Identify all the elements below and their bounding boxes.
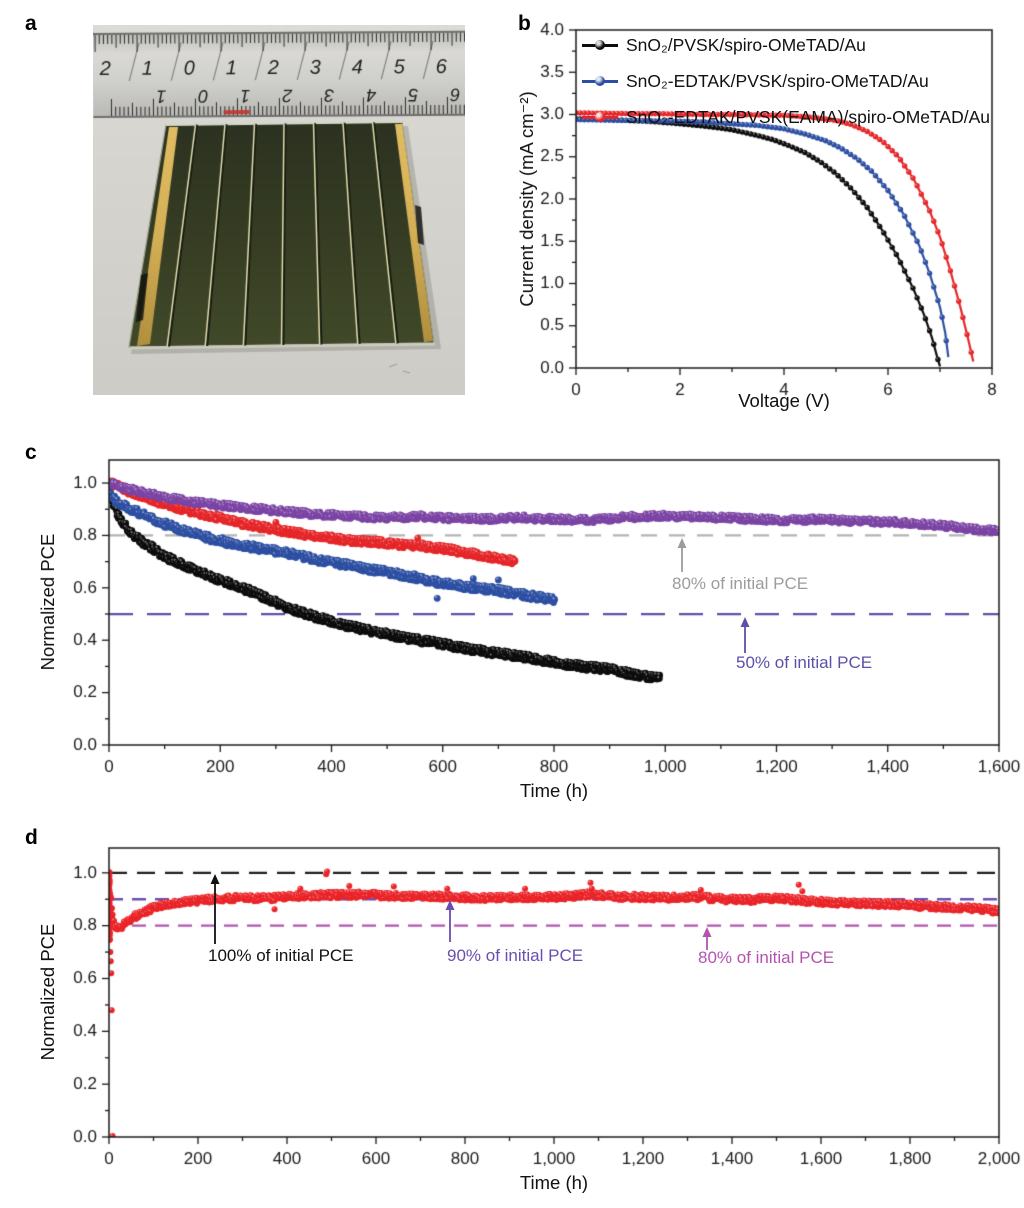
stability-chart-canvas	[30, 438, 1024, 810]
legend-label: SnO₂-EDTAK/PVSK/spiro-OMeTAD/Au	[626, 70, 929, 91]
up-arrow-icon	[677, 538, 687, 572]
legend-item-edtak-eama: SnO₂-EDTAK/PVSK(EAMA)/spiro-OMeTAD/Au	[582, 99, 990, 135]
module-photo	[93, 25, 465, 395]
legend-marker-blue	[582, 76, 618, 86]
mpp-chart-canvas	[30, 823, 1024, 1179]
legend-item-edtak: SnO₂-EDTAK/PVSK/spiro-OMeTAD/Au	[582, 63, 990, 99]
jv-x-axis-title: Voltage (V)	[738, 390, 830, 411]
annotation-80pct-c: 80% of initial PCE	[672, 574, 809, 593]
annotation-50pct-c: 50% of initial PCE	[736, 653, 873, 672]
legend-item-control: SnO₂/PVSK/spiro-OMeTAD/Au	[582, 27, 990, 63]
up-arrow-icon	[702, 927, 712, 950]
legend-marker-black	[582, 40, 618, 50]
up-arrow-icon	[445, 900, 455, 942]
panel-a-label: a	[25, 12, 37, 35]
mpp-y-axis-title: Normalized PCE	[37, 923, 58, 1061]
annotation-80pct-d: 80% of initial PCE	[698, 948, 835, 967]
annotation-100pct-d: 100% of initial PCE	[208, 946, 354, 965]
legend-label: SnO₂/PVSK/spiro-OMeTAD/Au	[626, 34, 866, 55]
legend-marker-red	[582, 112, 618, 122]
legend-label: SnO₂-EDTAK/PVSK(EAMA)/spiro-OMeTAD/Au	[626, 106, 990, 127]
jv-y-axis-title: Current density (mA cm⁻²)	[516, 91, 537, 307]
stability-x-axis-title: Time (h)	[519, 780, 589, 801]
mpp-x-axis-title: Time (h)	[519, 1172, 589, 1193]
up-arrow-icon	[210, 874, 220, 944]
up-arrow-icon	[740, 617, 750, 653]
jv-legend: SnO₂/PVSK/spiro-OMeTAD/Au SnO₂-EDTAK/PVS…	[582, 27, 990, 135]
stability-y-axis-title: Normalized PCE	[37, 533, 58, 671]
jv-chart-canvas	[500, 5, 1024, 417]
annotation-90pct-d: 90% of initial PCE	[447, 946, 584, 965]
